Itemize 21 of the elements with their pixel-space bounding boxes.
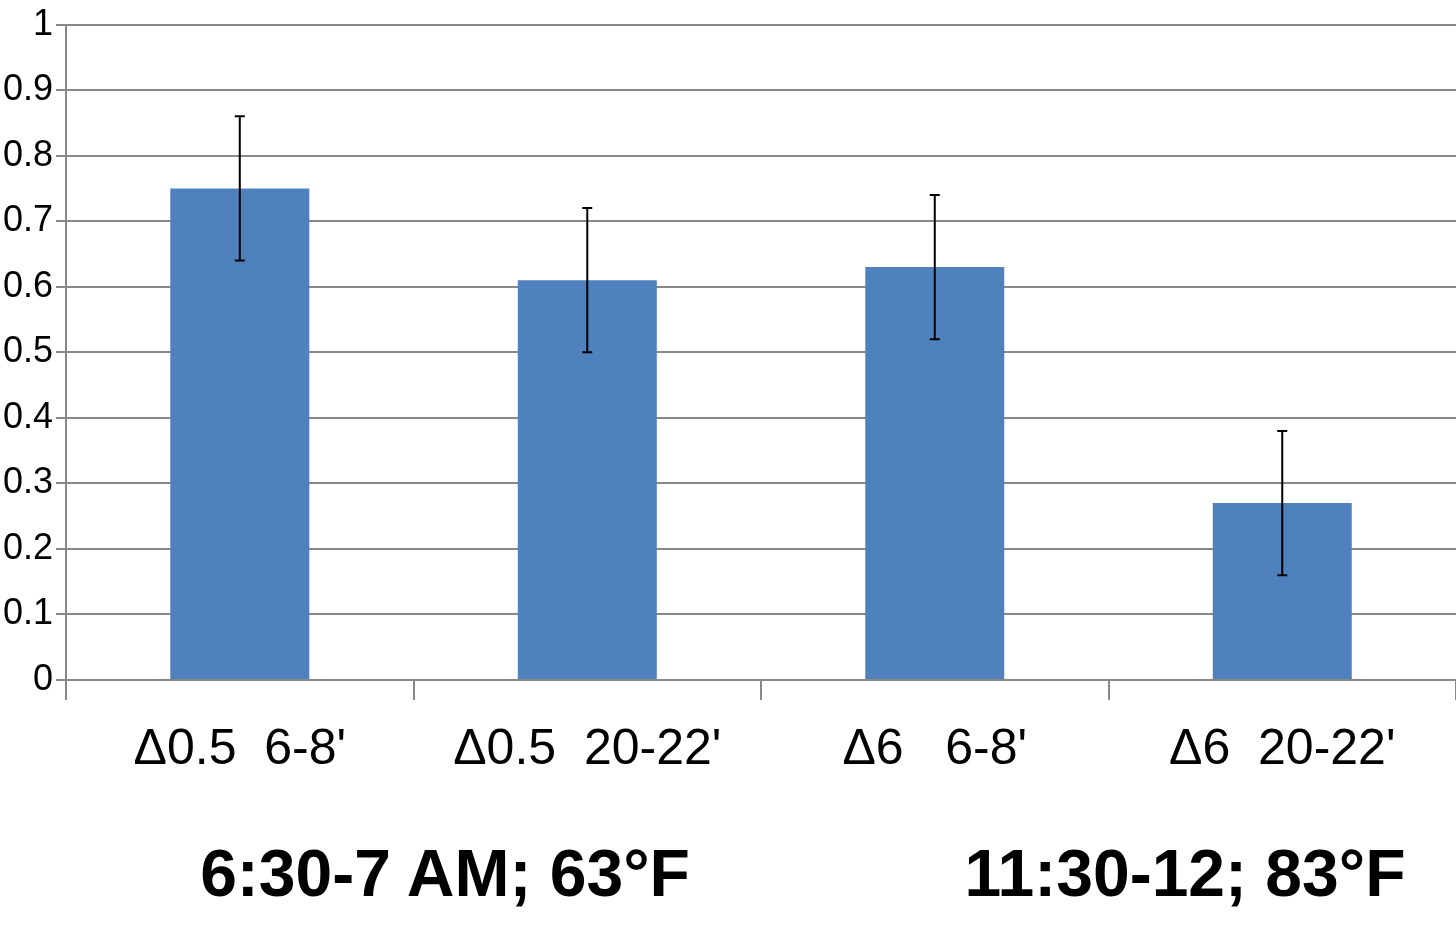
y-tick-label: 1	[33, 1, 54, 43]
text: 11:30-12; 83°F	[964, 835, 1406, 911]
x-tick-label: Δ0.5 20-22'	[453, 718, 722, 775]
bar	[865, 267, 1005, 679]
x-tick-label: Δ6 20-22'	[1169, 718, 1396, 775]
y-tick-label: 0.7	[3, 198, 54, 240]
y-tick-label: 0	[33, 656, 54, 698]
x-tick-label: Δ6 6-8'	[842, 718, 1028, 775]
y-tick-label: 0.2	[3, 525, 54, 567]
text: 6:30-7 AM; 63°F	[200, 835, 690, 911]
bar	[517, 280, 657, 679]
y-tick-label: 0.5	[3, 329, 54, 371]
y-tick-label: 0.3	[3, 460, 54, 502]
y-tick-label: 0.1	[3, 591, 54, 633]
y-tick-label: 0.8	[3, 132, 54, 174]
bar	[1212, 503, 1352, 679]
y-tick-label: 0.4	[3, 394, 54, 436]
y-tick-label: 0.6	[3, 263, 54, 305]
y-tick-label: 0.9	[3, 67, 54, 109]
bar	[170, 188, 310, 679]
x-tick-label: Δ0.5 6-8'	[133, 718, 347, 775]
